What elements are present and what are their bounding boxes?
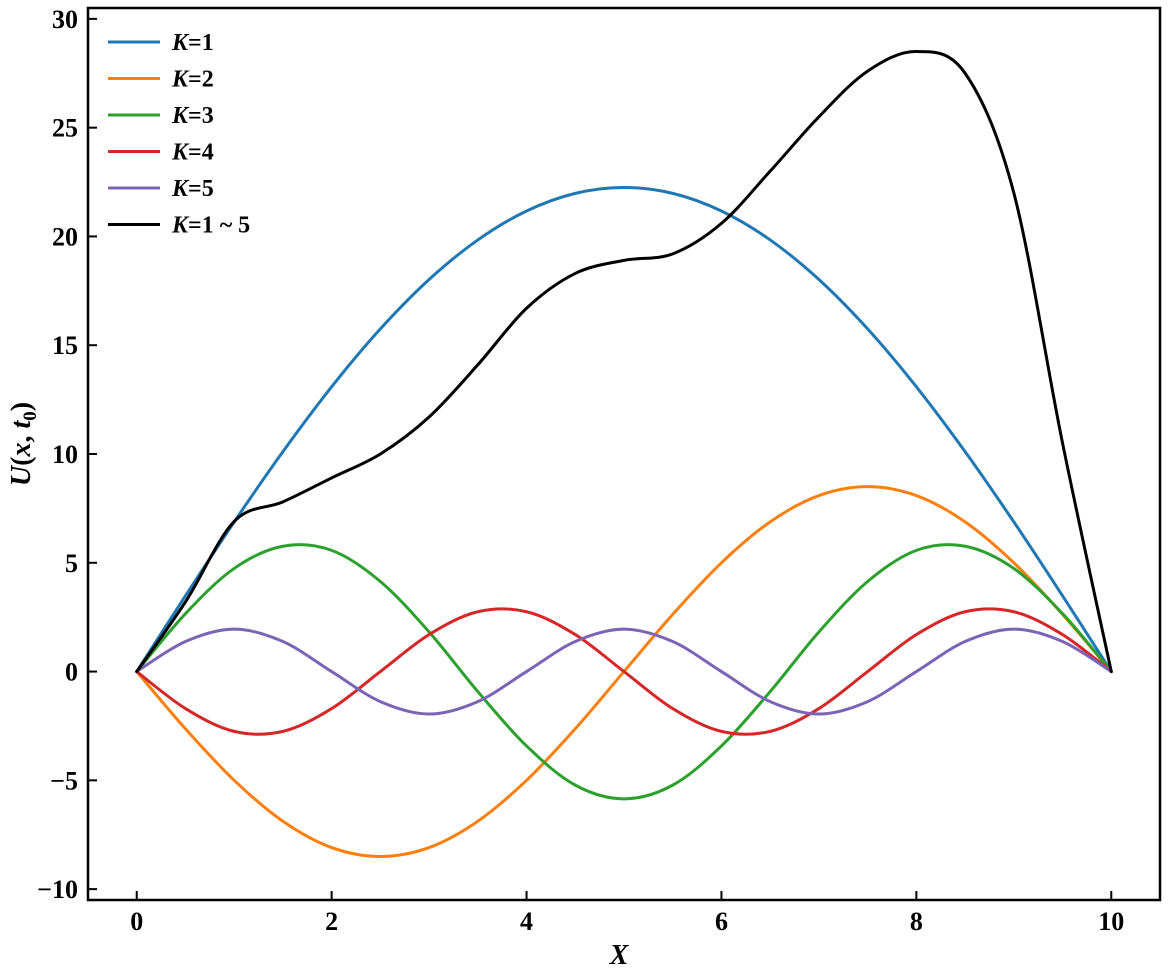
x-tick-label: 6 [715, 907, 728, 936]
legend-item: K=1 [108, 30, 214, 56]
y-tick-label: 5 [65, 549, 78, 578]
legend-label: K=4 [171, 140, 214, 166]
x-tick-label: 8 [910, 907, 923, 936]
series-line-5 [135, 627, 1113, 716]
legend-item: K=4 [108, 140, 214, 166]
x-tick-label: 4 [520, 907, 533, 936]
legend-label: K=3 [171, 103, 214, 129]
y-tick-label: −10 [37, 875, 78, 904]
legend-label: K=1 ~ 5 [171, 213, 250, 239]
series-line-1 [135, 185, 1113, 674]
legend: K=1 K=2 K=3 K=4 K=5 K=1 ~ 5 [108, 30, 250, 239]
series-line-3 [135, 543, 1113, 801]
legend-item: K=5 [108, 176, 214, 202]
x-axis: 0 2 4 6 8 10 [130, 891, 1124, 936]
x-tick-label: 0 [130, 907, 143, 936]
y-axis-title: U(x, t0) [6, 402, 41, 486]
legend-label: K=1 [171, 30, 214, 56]
series-line-4 [135, 607, 1113, 736]
y-tick-label: −5 [50, 766, 78, 795]
legend-item: K=3 [108, 103, 214, 129]
y-tick-label: 0 [65, 658, 78, 687]
legend-item: K=1 ~ 5 [108, 213, 250, 239]
y-tick-label: 25 [52, 114, 78, 143]
y-tick-label: 15 [52, 331, 78, 360]
x-axis-title: X [609, 940, 630, 970]
plot-series [135, 50, 1113, 858]
legend-item: K=2 [108, 67, 214, 93]
x-tick-label: 10 [1098, 907, 1124, 936]
x-tick-label: 2 [325, 907, 338, 936]
y-tick-label: 30 [52, 5, 78, 34]
legend-label: K=5 [171, 176, 214, 202]
series-line-6 [135, 50, 1113, 674]
legend-label: K=2 [171, 67, 214, 93]
y-tick-label: 20 [52, 222, 78, 251]
y-axis: −10 −5 0 5 10 15 20 25 30 [37, 5, 97, 904]
y-tick-label: 10 [52, 440, 78, 469]
